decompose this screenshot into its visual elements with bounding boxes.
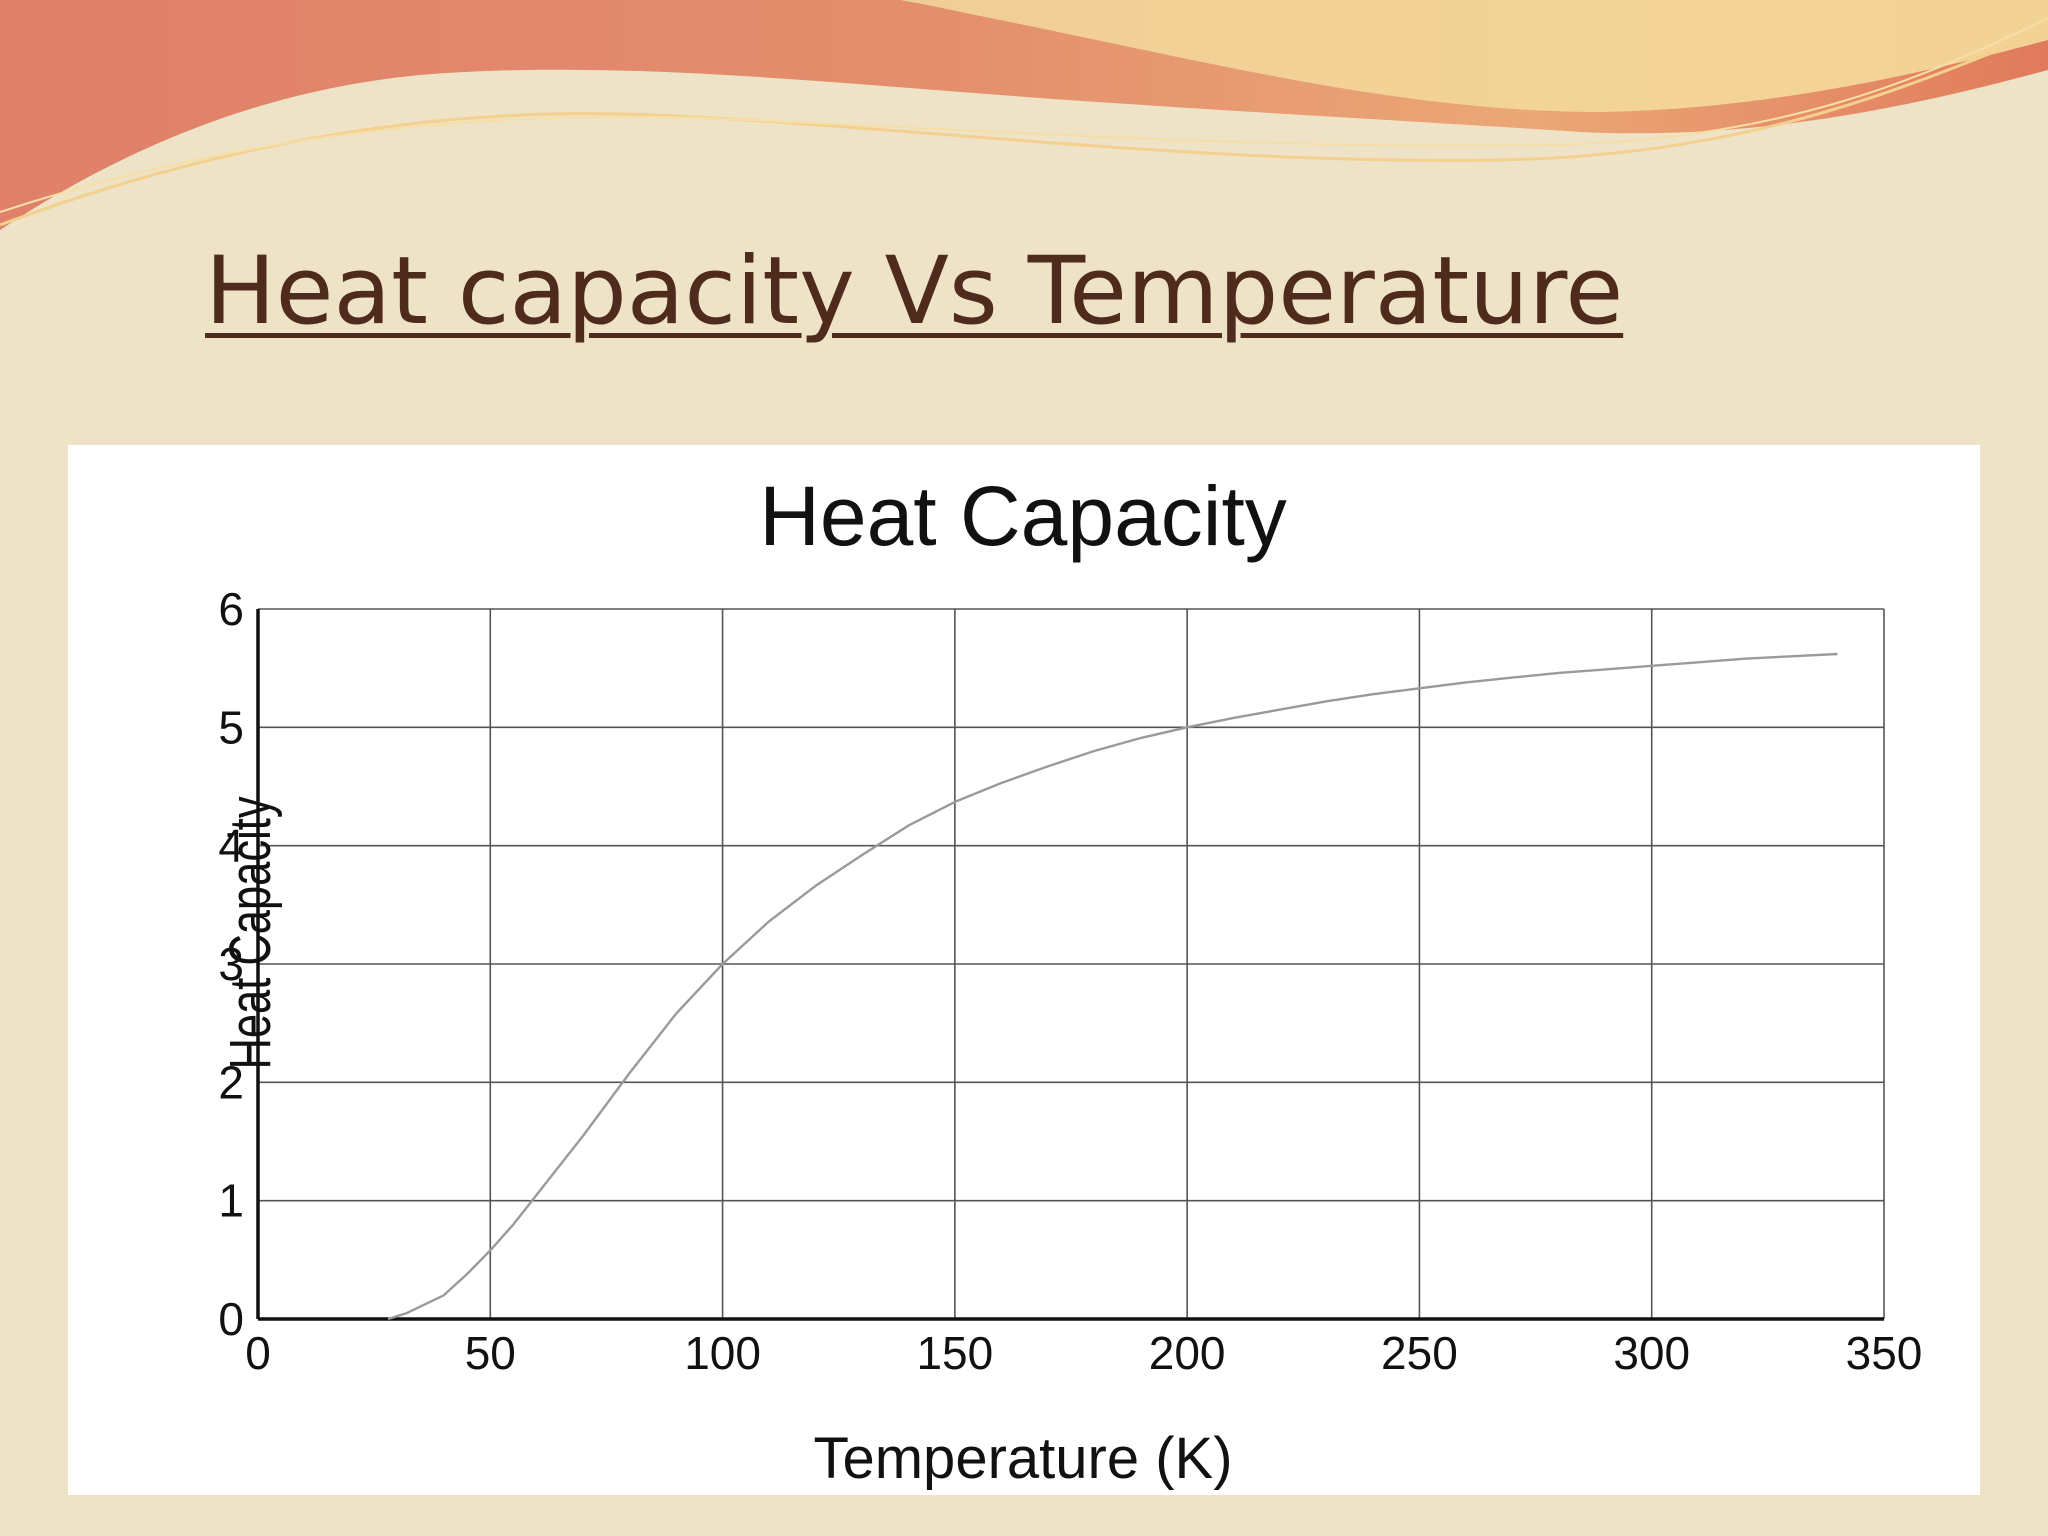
y-tick-label: 0 (218, 1293, 244, 1345)
x-tick-label: 50 (465, 1327, 516, 1379)
slide-wave-line-1 (0, 28, 2048, 227)
x-axis-title: Temperature (K) (813, 1426, 1232, 1491)
series-layer (387, 652, 1838, 1321)
y-tick-label: 2 (218, 1056, 244, 1108)
chart-title: Heat Capacity (759, 469, 1287, 563)
heat-capacity-curve (387, 652, 1838, 1321)
x-tick-label: 100 (684, 1327, 761, 1379)
heat-capacity-chart: 0 50 100 150 200 250 300 350 0 1 2 3 4 5 6 Heat Capaci… (218, 469, 1922, 1491)
x-tick-label: 150 (916, 1327, 993, 1379)
chart-panel: 0 50 100 150 200 250 300 350 0 1 2 3 4 5 6 Heat Capaci… (68, 445, 1980, 1495)
x-tick-label: 300 (1613, 1327, 1690, 1379)
x-tick-label: 0 (245, 1327, 271, 1379)
y-tick-label: 3 (218, 938, 244, 990)
x-tick-label: 250 (1381, 1327, 1458, 1379)
y-tick-label: 1 (218, 1175, 244, 1227)
slide-wave-line-2 (0, 17, 2048, 213)
x-tick-label: 350 (1846, 1327, 1923, 1379)
x-tick-label: 200 (1149, 1327, 1226, 1379)
grid-layer (258, 608, 1885, 1319)
y-tick-label: 4 (218, 820, 244, 872)
ticks-layer: 0 50 100 150 200 250 300 350 0 1 2 3 4 5 6 (218, 583, 1922, 1379)
y-axis-title: Heat Capacity (218, 796, 282, 1069)
slide-title: Heat capacity Vs Temperature (205, 237, 1624, 346)
y-tick-label: 5 (218, 701, 244, 753)
y-tick-label: 6 (218, 583, 244, 635)
slide-wave-gold (900, 0, 2048, 112)
axes-layer (256, 609, 1884, 1321)
